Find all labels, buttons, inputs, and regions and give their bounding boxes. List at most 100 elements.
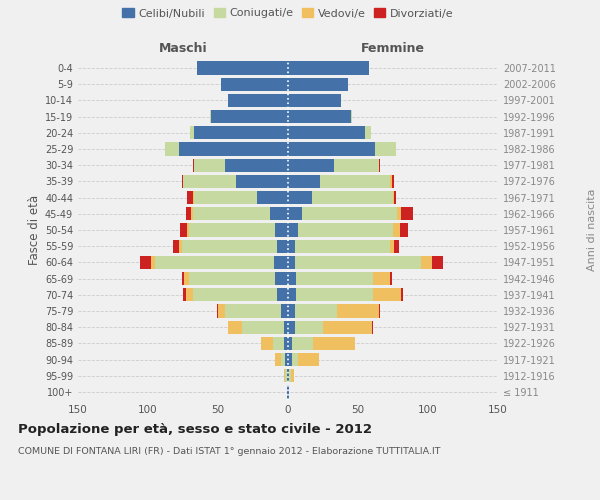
Text: COMUNE DI FONTANA LIRI (FR) - Dati ISTAT 1° gennaio 2012 - Elaborazione TUTTITAL: COMUNE DI FONTANA LIRI (FR) - Dati ISTAT… — [18, 448, 440, 456]
Bar — [183, 288, 186, 302]
Bar — [281, 304, 288, 318]
Bar — [393, 191, 394, 204]
Bar — [284, 369, 285, 382]
Bar — [373, 272, 390, 285]
Bar — [334, 158, 379, 172]
Bar — [295, 240, 390, 253]
Bar — [337, 304, 379, 318]
Bar — [323, 320, 372, 334]
Text: Anni di nascita: Anni di nascita — [587, 188, 597, 271]
Bar — [288, 224, 298, 236]
Bar — [225, 158, 288, 172]
Bar — [288, 191, 312, 204]
Bar — [218, 304, 225, 318]
Bar — [288, 304, 295, 318]
Bar — [313, 336, 355, 350]
Bar — [275, 353, 281, 366]
Bar — [194, 126, 288, 140]
Bar — [397, 207, 401, 220]
Bar — [421, 256, 432, 269]
Bar — [197, 62, 288, 74]
Bar — [390, 272, 392, 285]
Bar — [194, 158, 225, 172]
Bar — [390, 240, 394, 253]
Bar — [296, 288, 373, 302]
Bar — [194, 191, 257, 204]
Bar — [394, 191, 396, 204]
Bar — [288, 94, 341, 107]
Bar — [288, 207, 302, 220]
Bar — [182, 175, 183, 188]
Bar — [277, 288, 288, 302]
Bar — [209, 110, 211, 124]
Bar — [288, 158, 334, 172]
Bar — [288, 288, 296, 302]
Bar — [392, 175, 394, 188]
Bar — [277, 240, 288, 253]
Text: Femmine: Femmine — [361, 42, 425, 55]
Bar — [288, 175, 320, 188]
Bar — [298, 224, 393, 236]
Bar — [180, 224, 187, 236]
Bar — [257, 191, 288, 204]
Bar — [275, 272, 288, 285]
Bar — [295, 304, 337, 318]
Bar — [288, 142, 375, 156]
Bar — [373, 288, 401, 302]
Bar — [401, 207, 413, 220]
Bar — [285, 369, 287, 382]
Bar — [193, 288, 277, 302]
Bar — [365, 126, 371, 140]
Bar — [193, 158, 194, 172]
Bar — [400, 224, 409, 236]
Bar — [262, 336, 272, 350]
Bar — [182, 272, 184, 285]
Bar — [401, 288, 403, 302]
Bar — [288, 256, 295, 269]
Bar — [289, 369, 291, 382]
Bar — [285, 353, 288, 366]
Bar — [270, 207, 288, 220]
Bar — [272, 336, 284, 350]
Bar — [242, 320, 284, 334]
Bar — [351, 110, 352, 124]
Bar — [275, 224, 288, 236]
Bar — [393, 224, 400, 236]
Bar — [287, 386, 288, 398]
Bar — [165, 142, 179, 156]
Bar — [287, 369, 288, 382]
Bar — [288, 240, 295, 253]
Bar — [288, 78, 348, 91]
Bar — [288, 369, 289, 382]
Bar — [193, 191, 194, 204]
Y-axis label: Fasce di età: Fasce di età — [28, 195, 41, 265]
Bar — [375, 142, 396, 156]
Bar — [372, 320, 373, 334]
Bar — [184, 272, 188, 285]
Bar — [312, 191, 393, 204]
Bar — [296, 272, 373, 285]
Bar — [284, 336, 288, 350]
Bar — [188, 272, 275, 285]
Bar — [302, 207, 397, 220]
Bar — [274, 256, 288, 269]
Bar — [211, 110, 288, 124]
Bar — [186, 207, 191, 220]
Bar — [288, 336, 292, 350]
Bar — [379, 304, 380, 318]
Legend: Celibi/Nubili, Coniugati/e, Vedovi/e, Divorziati/e: Celibi/Nubili, Coniugati/e, Vedovi/e, Di… — [122, 8, 454, 18]
Bar — [191, 207, 193, 220]
Bar — [288, 62, 369, 74]
Bar — [221, 78, 288, 91]
Bar — [292, 336, 313, 350]
Bar — [155, 256, 274, 269]
Bar — [432, 256, 443, 269]
Bar — [298, 353, 319, 366]
Bar — [292, 353, 298, 366]
Bar — [187, 191, 193, 204]
Bar — [140, 256, 151, 269]
Bar — [183, 175, 236, 188]
Bar — [217, 304, 218, 318]
Bar — [187, 224, 188, 236]
Bar — [295, 320, 323, 334]
